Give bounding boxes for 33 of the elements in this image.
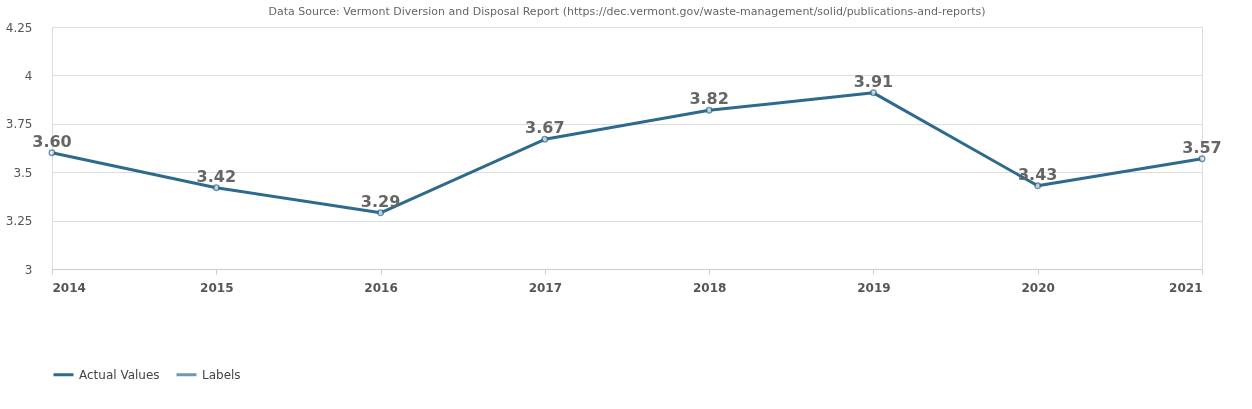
x-tick-label: 2019 <box>857 280 891 295</box>
point <box>1198 155 1206 163</box>
data-label: 3.82 <box>689 89 729 109</box>
x-tick-label: 2015 <box>200 280 234 295</box>
y-tick-label: 3.25 <box>5 214 33 229</box>
point <box>869 89 877 97</box>
x-tick-label: 2021 <box>1169 280 1203 295</box>
data-label: 3.43 <box>1017 164 1058 184</box>
data-label: 3.42 <box>196 166 237 186</box>
y-tick-label: 3 <box>24 262 33 277</box>
point <box>1034 182 1042 190</box>
point <box>541 135 549 143</box>
data-label: 3.57 <box>1182 137 1222 157</box>
x-tick-label: 2016 <box>364 280 398 295</box>
source-note: Data Source: Vermont Diversion and Disposal Report (https://dec.vermont.gov/waste-management/solid/publications-and-reports) <box>268 5 986 18</box>
legend-label: Labels <box>202 367 241 382</box>
point <box>48 149 56 157</box>
data-label: 3.29 <box>360 191 401 211</box>
x-tick-label: 2020 <box>1021 280 1055 295</box>
x-tick-label: 2014 <box>52 280 86 295</box>
y-tick-label: 4 <box>24 68 33 83</box>
y-tick-label: 3.75 <box>5 117 33 132</box>
point <box>212 184 220 192</box>
point <box>377 209 385 217</box>
data-label: 3.67 <box>525 118 565 138</box>
point <box>705 106 713 114</box>
x-tick-label: 2017 <box>528 280 563 295</box>
data-label: 3.91 <box>853 71 894 91</box>
y-tick-label: 3.5 <box>13 165 33 180</box>
data-label: 3.60 <box>32 131 72 151</box>
legend-label: Actual Values <box>79 367 160 382</box>
y-tick-label: 4.25 <box>5 20 33 35</box>
x-tick-label: 2018 <box>692 280 727 295</box>
